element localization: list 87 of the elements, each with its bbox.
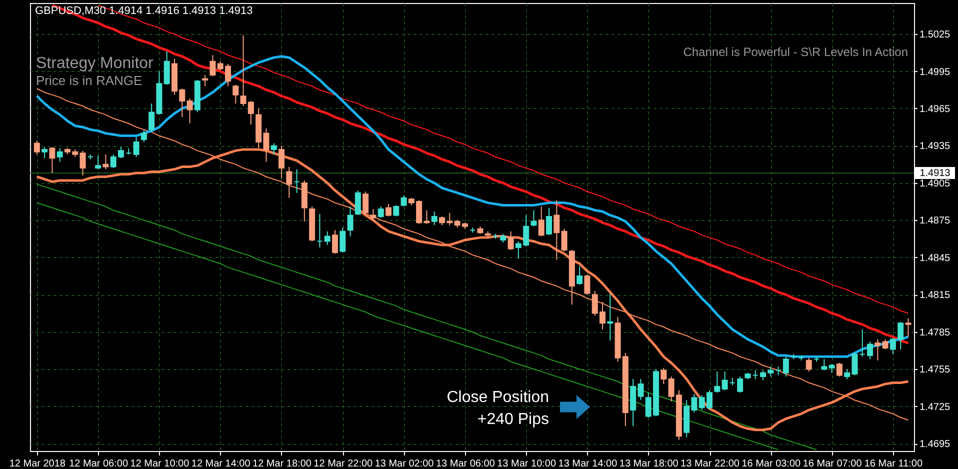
y-tick-label: 1.4935	[920, 141, 951, 152]
candlestick	[882, 338, 888, 350]
candlestick	[278, 145, 284, 178]
annotation: Close Position +240 Pips	[446, 389, 549, 428]
candlestick	[714, 371, 720, 394]
y-tick-label: 1.4905	[920, 178, 951, 190]
x-tick-label: 12 Mar 06:00	[69, 458, 128, 469]
candlestick	[324, 230, 330, 246]
candlestick	[270, 142, 277, 155]
candlestick	[546, 207, 552, 236]
candlestick	[400, 194, 407, 208]
candlestick	[42, 146, 48, 159]
y-tick-label: 1.4695	[920, 439, 951, 450]
candlestick	[316, 213, 323, 248]
annotation: Price is in RANGE	[36, 73, 143, 88]
candlestick	[49, 146, 56, 174]
candlestick	[232, 84, 239, 104]
x-tick-label: 16 Mar 11:00	[864, 458, 923, 469]
y-tick-label: 1.4785	[920, 327, 951, 338]
candlestick	[340, 227, 346, 253]
x-tick-label: 12 Mar 2018	[9, 458, 66, 469]
candlestick	[607, 292, 614, 342]
y-tick-label: 1.5025	[920, 30, 951, 41]
candlestick	[362, 191, 369, 216]
line-series	[36, 55, 910, 358]
candlestick	[133, 136, 140, 158]
candlestick	[561, 228, 568, 252]
y-tick-label: 1.4845	[920, 252, 951, 264]
candlestick	[202, 74, 208, 87]
candlestick	[393, 204, 400, 217]
x-tick-label: 13 Mar 10:00	[497, 458, 556, 469]
y-tick-label: 1.4815	[920, 290, 951, 302]
annotation: Channel is Powerful - S\R Levels In Action	[683, 45, 908, 59]
candlestick	[775, 366, 782, 376]
x-tick-label: 13 Mar 02:00	[374, 458, 434, 469]
candlestick	[576, 266, 583, 286]
y-tick-label: 1.4995	[920, 66, 951, 78]
candlestick	[538, 206, 544, 237]
candlestick	[867, 341, 874, 360]
x-tick-label: 12 Mar 18:00	[252, 458, 312, 469]
candlestick	[554, 200, 560, 260]
x-tick-label: 16 Mar 03:00	[742, 458, 802, 469]
candlestick	[821, 358, 828, 371]
candlestick	[95, 155, 102, 170]
candlestick	[737, 376, 744, 394]
candlestick	[378, 206, 384, 218]
candlestick	[660, 367, 667, 384]
candlestick	[386, 204, 392, 217]
y-tick-label: 1.4875	[920, 216, 951, 227]
candlestick	[508, 230, 514, 250]
y-tick-label: 1.4965	[920, 104, 951, 115]
candlestick	[354, 190, 361, 216]
y-tick-label: 1.4725	[920, 402, 951, 413]
candlestick	[186, 98, 193, 124]
candlestick	[530, 210, 537, 227]
candlestick	[722, 371, 728, 391]
candlestick	[347, 206, 354, 237]
candlestick	[859, 328, 866, 358]
candlestick	[80, 150, 86, 176]
annotation: Strategy Monitor	[36, 55, 154, 72]
candlestick	[332, 230, 338, 254]
candlestick	[102, 154, 109, 170]
candlestick	[164, 50, 170, 86]
x-tick-label: 13 Mar 06:00	[436, 458, 496, 469]
x-tick-label: 16 Mar 07:00	[802, 458, 862, 469]
ref-line-label: 1.4913	[920, 168, 951, 180]
candlestick	[34, 140, 40, 155]
x-tick-label: 13 Mar 22:00	[680, 458, 740, 469]
candlestick	[584, 274, 590, 296]
candlestick	[140, 129, 147, 142]
candlestick	[286, 166, 292, 198]
candlestick	[294, 168, 300, 194]
candlestick	[210, 54, 216, 77]
candlestick	[431, 210, 438, 226]
x-tick-label: 12 Mar 22:00	[314, 458, 374, 469]
candlestick	[905, 318, 912, 338]
y-tick-label: 1.4755	[920, 364, 951, 376]
x-tick-label: 13 Mar 18:00	[619, 458, 679, 469]
candlestick	[56, 148, 63, 162]
x-tick-label: 12 Mar 10:00	[130, 458, 190, 469]
candlestick	[370, 208, 376, 221]
candlestick	[836, 362, 842, 378]
x-tick-label: 12 Mar 14:00	[191, 458, 251, 469]
candlestick	[806, 357, 812, 372]
candlestick	[782, 356, 789, 378]
candlestick	[874, 338, 881, 361]
x-tick-label: 13 Mar 14:00	[558, 458, 618, 469]
